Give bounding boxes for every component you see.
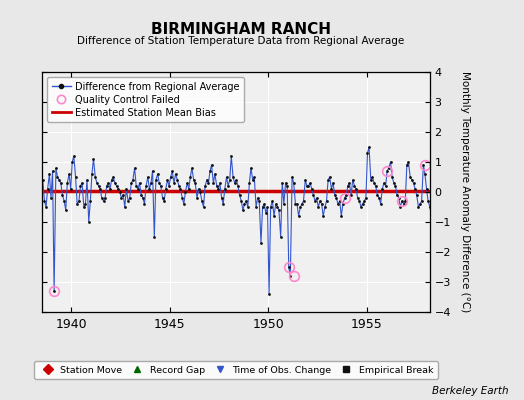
- Text: BIRMINGHAM RANCH: BIRMINGHAM RANCH: [151, 22, 331, 37]
- Legend: Station Move, Record Gap, Time of Obs. Change, Empirical Break: Station Move, Record Gap, Time of Obs. C…: [34, 361, 438, 379]
- Y-axis label: Monthly Temperature Anomaly Difference (°C): Monthly Temperature Anomaly Difference (…: [461, 71, 471, 313]
- Text: Difference of Station Temperature Data from Regional Average: Difference of Station Temperature Data f…: [78, 36, 405, 46]
- Text: Berkeley Earth: Berkeley Earth: [432, 386, 508, 396]
